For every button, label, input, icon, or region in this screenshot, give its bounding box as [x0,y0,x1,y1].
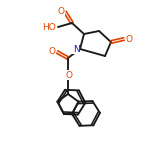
Text: HO: HO [42,22,56,31]
Text: O: O [48,47,55,55]
Text: O: O [57,7,64,16]
Text: O: O [66,71,73,79]
Text: O: O [126,35,133,43]
Text: N: N [73,45,79,54]
